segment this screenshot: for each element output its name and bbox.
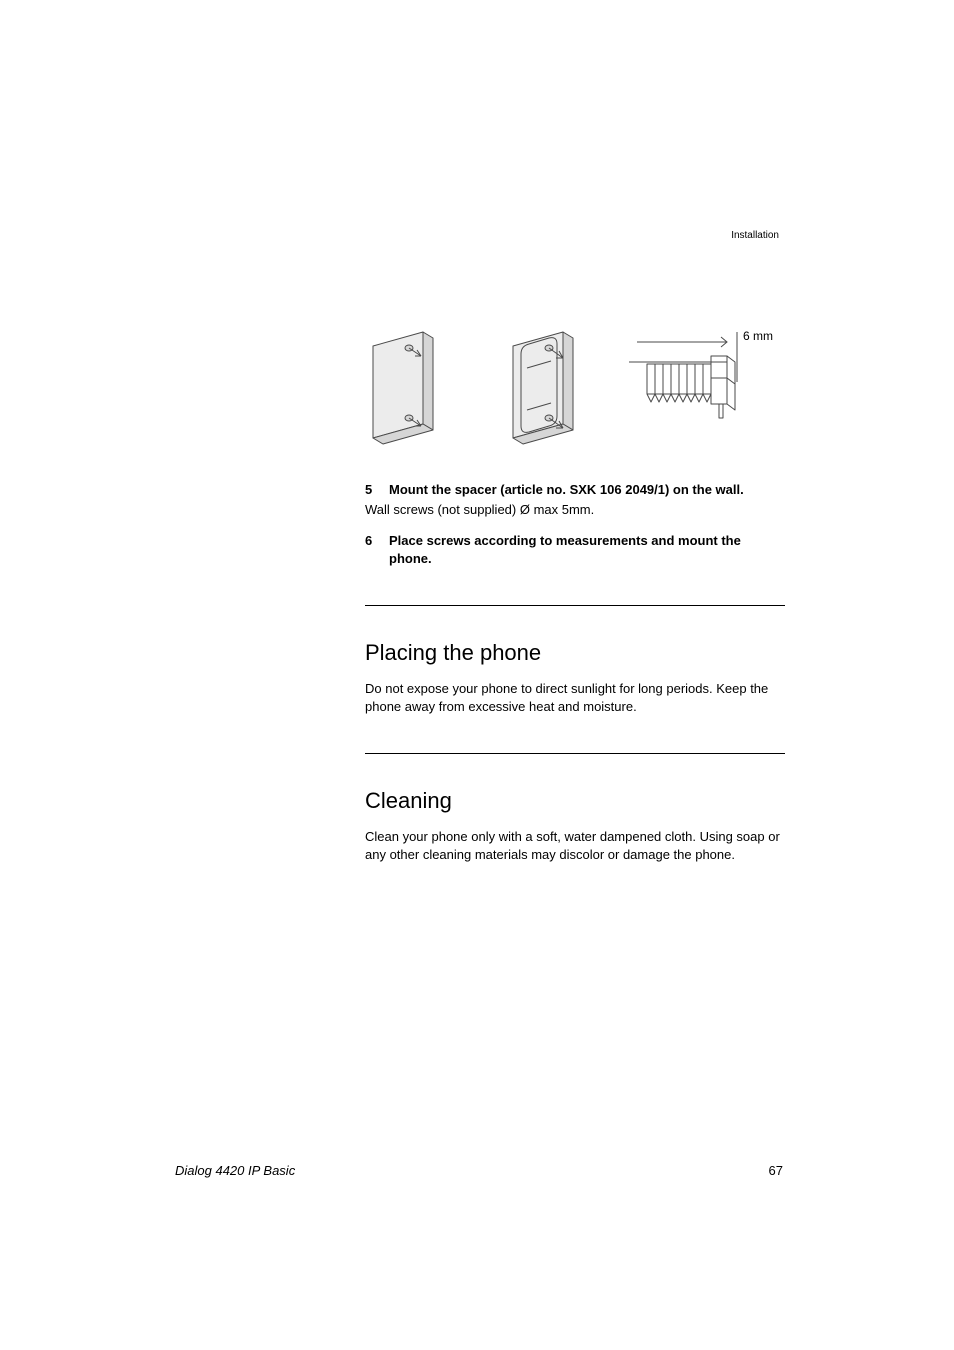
section-cleaning: Cleaning Clean your phone only with a so… [365, 788, 785, 863]
section-body: Do not expose your phone to direct sunli… [365, 680, 785, 715]
dimension-label: 6 mm [743, 329, 773, 343]
step-number: 5 [365, 481, 389, 499]
section-body: Clean your phone only with a soft, water… [365, 828, 785, 863]
page-header-section: Installation [731, 230, 779, 241]
section-placing: Placing the phone Do not expose your pho… [365, 640, 785, 715]
section-heading: Placing the phone [365, 640, 785, 666]
section-heading: Cleaning [365, 788, 785, 814]
section-rule [365, 605, 785, 606]
page-footer: Dialog 4420 IP Basic 67 [175, 1163, 783, 1178]
step-title: Mount the spacer (article no. SXK 106 20… [389, 481, 785, 499]
footer-page-number: 67 [769, 1163, 783, 1178]
section-rule [365, 753, 785, 754]
footer-product: Dialog 4420 IP Basic [175, 1163, 295, 1178]
mounting-diagram: 6 mm [365, 324, 785, 459]
step-number: 6 [365, 532, 389, 567]
step-5: 5 Mount the spacer (article no. SXK 106 … [365, 481, 785, 518]
step-title: Place screws according to measurements a… [389, 532, 785, 567]
content-area: 6 mm 5 Mount the spacer (article no. SXK… [365, 324, 785, 863]
step-6: 6 Place screws according to measurements… [365, 532, 785, 567]
step-body: Wall screws (not supplied) Ø max 5mm. [365, 501, 785, 519]
